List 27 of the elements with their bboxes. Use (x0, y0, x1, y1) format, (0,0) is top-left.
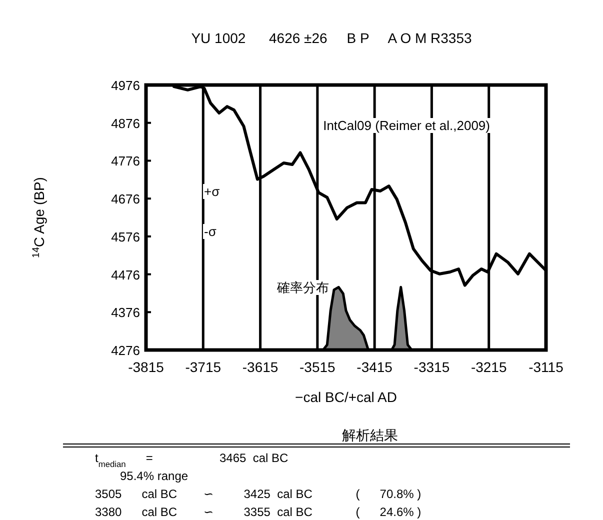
x-axis-title: −cal BC/+cal AD (295, 389, 397, 405)
y-tick-label: 4476 (111, 267, 140, 282)
chart-title: YU 1002 4626 ±26 B P A O M R3353 (191, 30, 472, 46)
y-tick-label: 4576 (111, 229, 140, 244)
x-tick-label: -3515 (300, 359, 336, 375)
x-tick-label: -3315 (414, 359, 450, 375)
x-tick-label: -3715 (185, 359, 222, 375)
annotation: +σ (204, 184, 220, 199)
x-tick-label: -3415 (356, 359, 393, 375)
annotation: 確率分布 (276, 280, 329, 295)
y-tick-label: 4376 (111, 305, 140, 320)
y-tick-label: 4876 (111, 116, 140, 131)
text: 解析結果 (342, 427, 398, 443)
x-tick-label: -3815 (128, 359, 164, 375)
x-tick-label: -3215 (470, 359, 507, 375)
x-tick-label: -3615 (242, 359, 278, 375)
y-tick-label: 4976 (111, 78, 140, 93)
y-tick-label: 4276 (111, 343, 140, 358)
annotation: -σ (204, 224, 216, 239)
x-tick-label: -3115 (528, 359, 564, 375)
text: t$_{median}$ = 3465 cal BC (95, 451, 288, 469)
annotation: IntCal09 (Reimer et al.,2009) (323, 118, 490, 133)
y-tick-label: 4676 (111, 192, 140, 207)
text: 3380 cal BC ∽ 3355 cal BC ( 24.6% ) (95, 505, 422, 519)
y-tick-label: 4776 (111, 154, 140, 169)
text: 3505 cal BC ∽ 3425 cal BC ( 70.8% ) (95, 487, 422, 501)
text: 95.4% range (120, 469, 188, 483)
